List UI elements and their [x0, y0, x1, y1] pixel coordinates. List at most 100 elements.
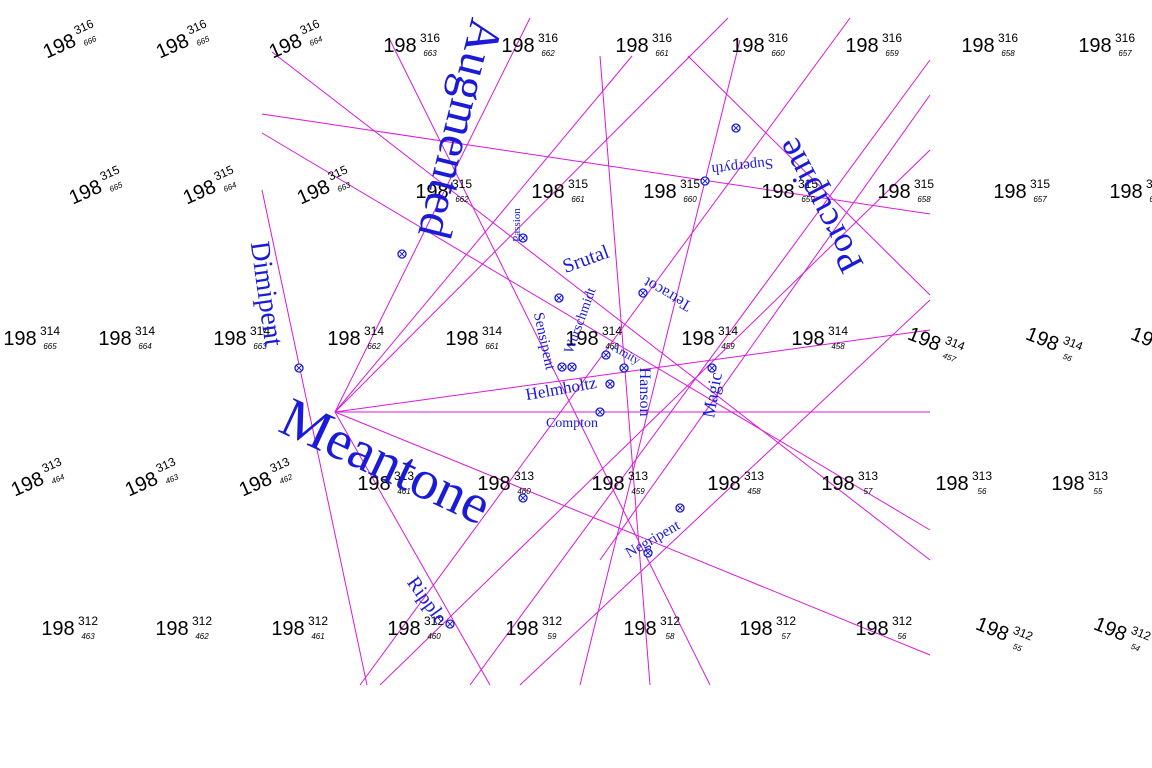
- cell-base: 198: [973, 613, 1012, 646]
- intersection-node: [554, 293, 564, 303]
- cell-base: 198: [1091, 613, 1130, 646]
- temperament-line: [334, 17, 729, 413]
- cell-subscript: 457: [941, 351, 957, 365]
- cell-subscript: 460: [605, 342, 619, 351]
- cell-subscript: 460: [517, 487, 531, 496]
- monzo-cell: 198 313 459: [591, 469, 648, 496]
- intersection-node: [605, 379, 615, 389]
- cell-subscript: 662: [541, 49, 555, 58]
- temperament-line: [599, 94, 931, 561]
- monzo-cell: 198 313 56: [935, 469, 992, 496]
- cell-subscript: 657: [1118, 49, 1132, 58]
- temperament-label-amity: Amity: [609, 340, 643, 367]
- cell-superscript: 316: [998, 31, 1018, 45]
- cell-base: 198: [993, 181, 1026, 203]
- cell-base: 198: [877, 181, 910, 203]
- cell-subscript: 461: [397, 487, 410, 496]
- cell-superscript: 313: [858, 469, 878, 483]
- cell-superscript: 313: [972, 469, 992, 483]
- cell-subscript: 663: [423, 49, 437, 58]
- monzo-cell: 198 313 460: [477, 469, 534, 496]
- cell-superscript: 316: [420, 31, 440, 45]
- cell-superscript: 315: [452, 177, 472, 191]
- cell-subscript: 463: [81, 632, 95, 641]
- cell-base: 198: [821, 473, 854, 495]
- intersection-node: [397, 249, 407, 259]
- cell-subscript: 464: [50, 472, 66, 486]
- cell-subscript: 660: [683, 195, 697, 204]
- temperament-label-meantone: Meantone: [271, 386, 500, 537]
- cell-superscript: 312: [192, 614, 212, 628]
- monzo-cell: 198 314 665: [3, 324, 60, 351]
- temperament-line: [334, 411, 491, 686]
- cell-base: 198: [327, 328, 360, 350]
- cell-base: 198: [935, 473, 968, 495]
- cell-base: 198: [731, 35, 764, 57]
- cell-superscript: 312: [78, 614, 98, 628]
- monzo-cell: 198 312 57: [739, 614, 796, 641]
- intersection-node: [518, 233, 528, 243]
- cell-base: 198: [122, 468, 161, 502]
- cell-superscript: 312: [776, 614, 796, 628]
- cell-base: 198: [415, 181, 448, 203]
- temperament-line: [334, 329, 931, 413]
- cell-base: 198: [707, 473, 740, 495]
- cell-superscript: 314: [250, 324, 270, 338]
- cell-superscript: 312: [1011, 623, 1035, 644]
- cell-subscript: 57: [782, 632, 791, 641]
- monzo-cell: 198 315 656: [1109, 177, 1152, 204]
- intersection-node: [567, 362, 577, 372]
- cell-base: 198: [961, 35, 994, 57]
- monzo-cell: 198 316 659: [845, 31, 902, 58]
- cell-base: 198: [1078, 35, 1111, 57]
- monzo-cell: 198 314 460: [565, 324, 622, 351]
- cell-base: 198: [531, 181, 564, 203]
- cell-subscript: 656: [1149, 195, 1152, 204]
- temperament-labels: AugmentedDimipentMeantonePorcupineSuperp…: [244, 14, 872, 629]
- monzo-cell: 198 314 663: [213, 324, 270, 351]
- monzo-cell: 198 316 658: [961, 31, 1018, 58]
- monzo-cell: 198 315 659: [761, 177, 818, 204]
- intersection-node: [619, 363, 629, 373]
- cell-superscript: 314: [135, 324, 155, 338]
- cell-subscript: 56: [898, 632, 907, 641]
- cell-subscript: 54: [1129, 642, 1141, 654]
- cell-base: 198: [213, 328, 246, 350]
- intersection-node: [731, 123, 741, 133]
- temperament-line: [334, 411, 931, 656]
- cell-subscript: 58: [666, 632, 675, 641]
- cell-base: 198: [153, 30, 192, 64]
- temperament-line: [261, 189, 368, 686]
- cell-superscript: 316: [652, 31, 672, 45]
- monzo-cell: 198 312 59: [505, 614, 562, 641]
- cell-superscript: 312: [1129, 623, 1152, 644]
- monzo-cell: 198 314 661: [445, 324, 502, 351]
- cell-base: 198: [445, 328, 478, 350]
- intersection-nodes: [294, 123, 741, 629]
- temperament-label-compton: Compton: [546, 416, 598, 431]
- cell-subscript: 664: [308, 34, 324, 48]
- cell-subscript: 458: [831, 342, 845, 351]
- temperament-line: [519, 299, 931, 686]
- cell-base: 198: [40, 30, 79, 64]
- cell-subscript: 659: [801, 195, 815, 204]
- cell-subscript: 665: [43, 342, 57, 351]
- monzo-cell: 198 313 55: [1051, 469, 1108, 496]
- cell-superscript: 314: [718, 324, 738, 338]
- temperament-label-hanson: Hanson: [636, 368, 653, 417]
- cell-superscript: 313: [628, 469, 648, 483]
- cell-base: 198: [643, 181, 676, 203]
- cell-superscript: 316: [768, 31, 788, 45]
- cell-base: 198: [236, 468, 275, 502]
- temperament-label-passion: Passion: [511, 208, 523, 242]
- cell-subscript: 662: [455, 195, 469, 204]
- cell-superscript: 314: [943, 333, 967, 354]
- cell-subscript: 55: [1094, 487, 1103, 496]
